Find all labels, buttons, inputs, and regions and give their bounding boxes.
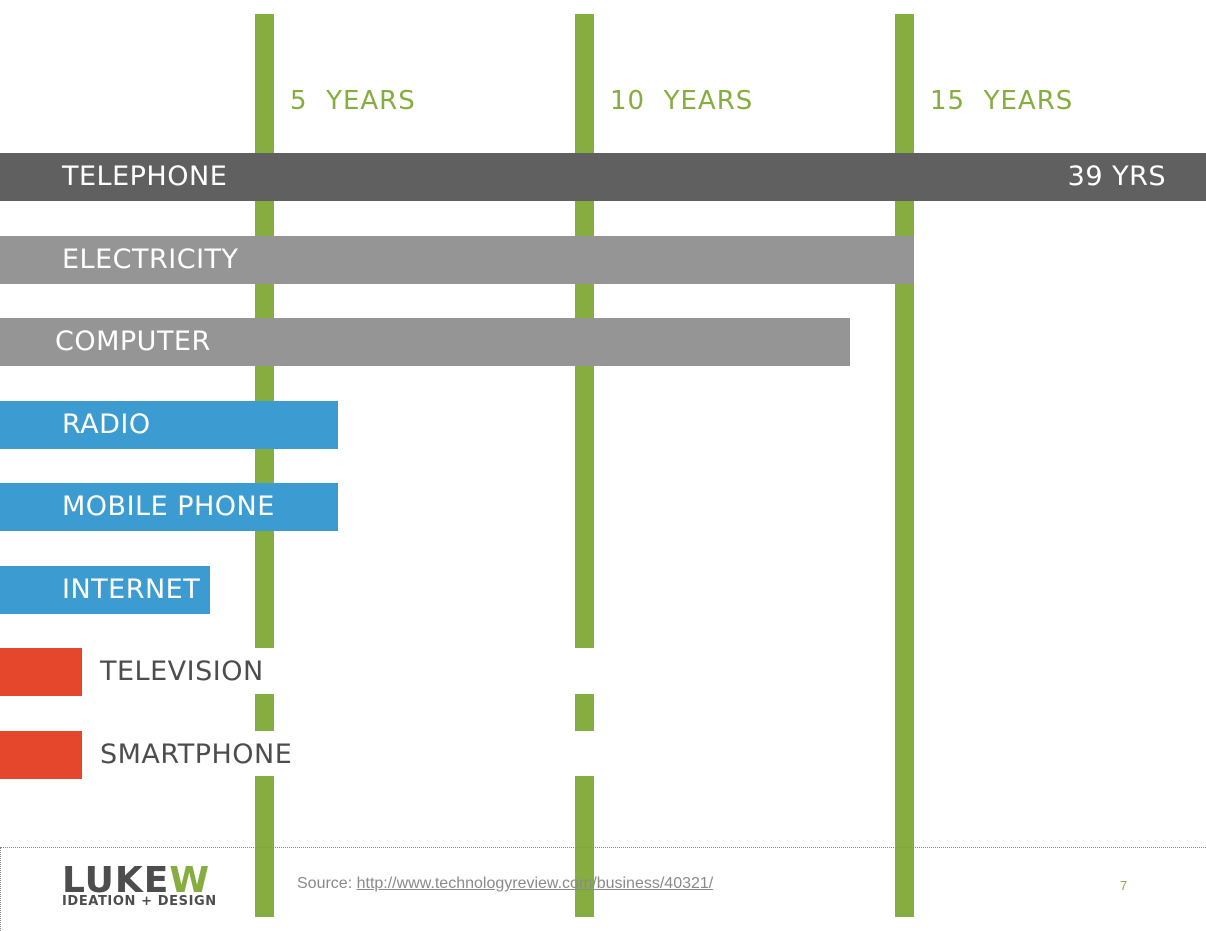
bar-mobile-phone bbox=[0, 483, 338, 531]
source-prefix: Source: bbox=[297, 875, 357, 892]
bar-internet bbox=[0, 566, 210, 614]
gridline-10-years-seg-2 bbox=[575, 776, 594, 917]
bar-label-telephone: TELEPHONE bbox=[62, 161, 228, 192]
bar-television bbox=[0, 648, 82, 696]
value-label-telephone: 39 YRS bbox=[1067, 161, 1166, 192]
bar-electricity bbox=[0, 236, 914, 284]
bar-telephone bbox=[0, 153, 1206, 201]
bar-computer bbox=[0, 318, 850, 366]
bar-label-electricity: ELECTRICITY bbox=[62, 244, 239, 275]
logo-tagline: IDEATION + DESIGN bbox=[62, 894, 217, 909]
bar-label-mobile-phone: MOBILE PHONE bbox=[62, 491, 275, 522]
logo-wordmark: LUKEW bbox=[62, 860, 211, 901]
lukew-logo: LUKEW IDEATION + DESIGN bbox=[62, 860, 232, 910]
gridline-5-years-seg-1 bbox=[255, 694, 274, 731]
bar-label-radio: RADIO bbox=[62, 409, 151, 440]
source-citation: Source: http://www.technologyreview.com/… bbox=[297, 875, 713, 893]
gridline-5-years-seg-2 bbox=[255, 776, 274, 917]
gridline-15-years bbox=[895, 14, 914, 917]
slide-footer bbox=[0, 847, 1206, 931]
bar-label-smartphone: SMARTPHONE bbox=[100, 739, 293, 770]
gridline-label-5-years: 5 YEARS bbox=[290, 86, 416, 116]
bar-label-internet: INTERNET bbox=[62, 574, 201, 605]
page-number: 7 bbox=[1120, 878, 1128, 893]
gridline-10-years-seg-1 bbox=[575, 694, 594, 731]
bar-radio bbox=[0, 401, 338, 449]
bar-label-computer: COMPUTER bbox=[55, 326, 211, 357]
bar-smartphone bbox=[0, 731, 82, 779]
gridline-label-10-years: 10 YEARS bbox=[610, 86, 754, 116]
gridline-label-15-years: 15 YEARS bbox=[930, 86, 1074, 116]
source-link[interactable]: http://www.technologyreview.com/business… bbox=[356, 875, 714, 892]
bar-label-television: TELEVISION bbox=[100, 656, 264, 687]
